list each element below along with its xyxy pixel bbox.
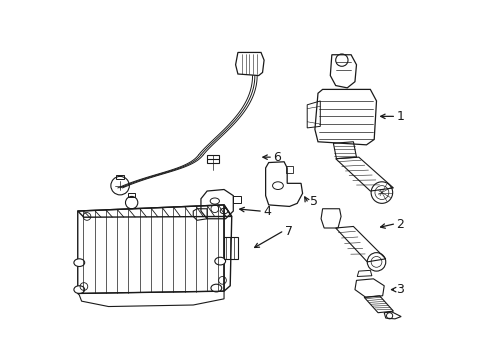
Ellipse shape <box>210 284 221 292</box>
Bar <box>285 166 293 172</box>
Text: 7: 7 <box>285 225 292 238</box>
Bar <box>224 237 238 259</box>
Text: 2: 2 <box>396 218 404 231</box>
Text: 3: 3 <box>396 283 404 296</box>
Ellipse shape <box>74 286 84 293</box>
Text: 5: 5 <box>310 194 318 208</box>
Bar <box>127 193 135 197</box>
Text: 1: 1 <box>396 110 404 123</box>
Text: 4: 4 <box>263 204 271 217</box>
Text: 6: 6 <box>273 150 281 164</box>
Bar <box>233 196 241 203</box>
Ellipse shape <box>74 259 84 266</box>
Ellipse shape <box>214 257 225 265</box>
Bar <box>116 175 123 180</box>
Bar <box>207 155 219 163</box>
